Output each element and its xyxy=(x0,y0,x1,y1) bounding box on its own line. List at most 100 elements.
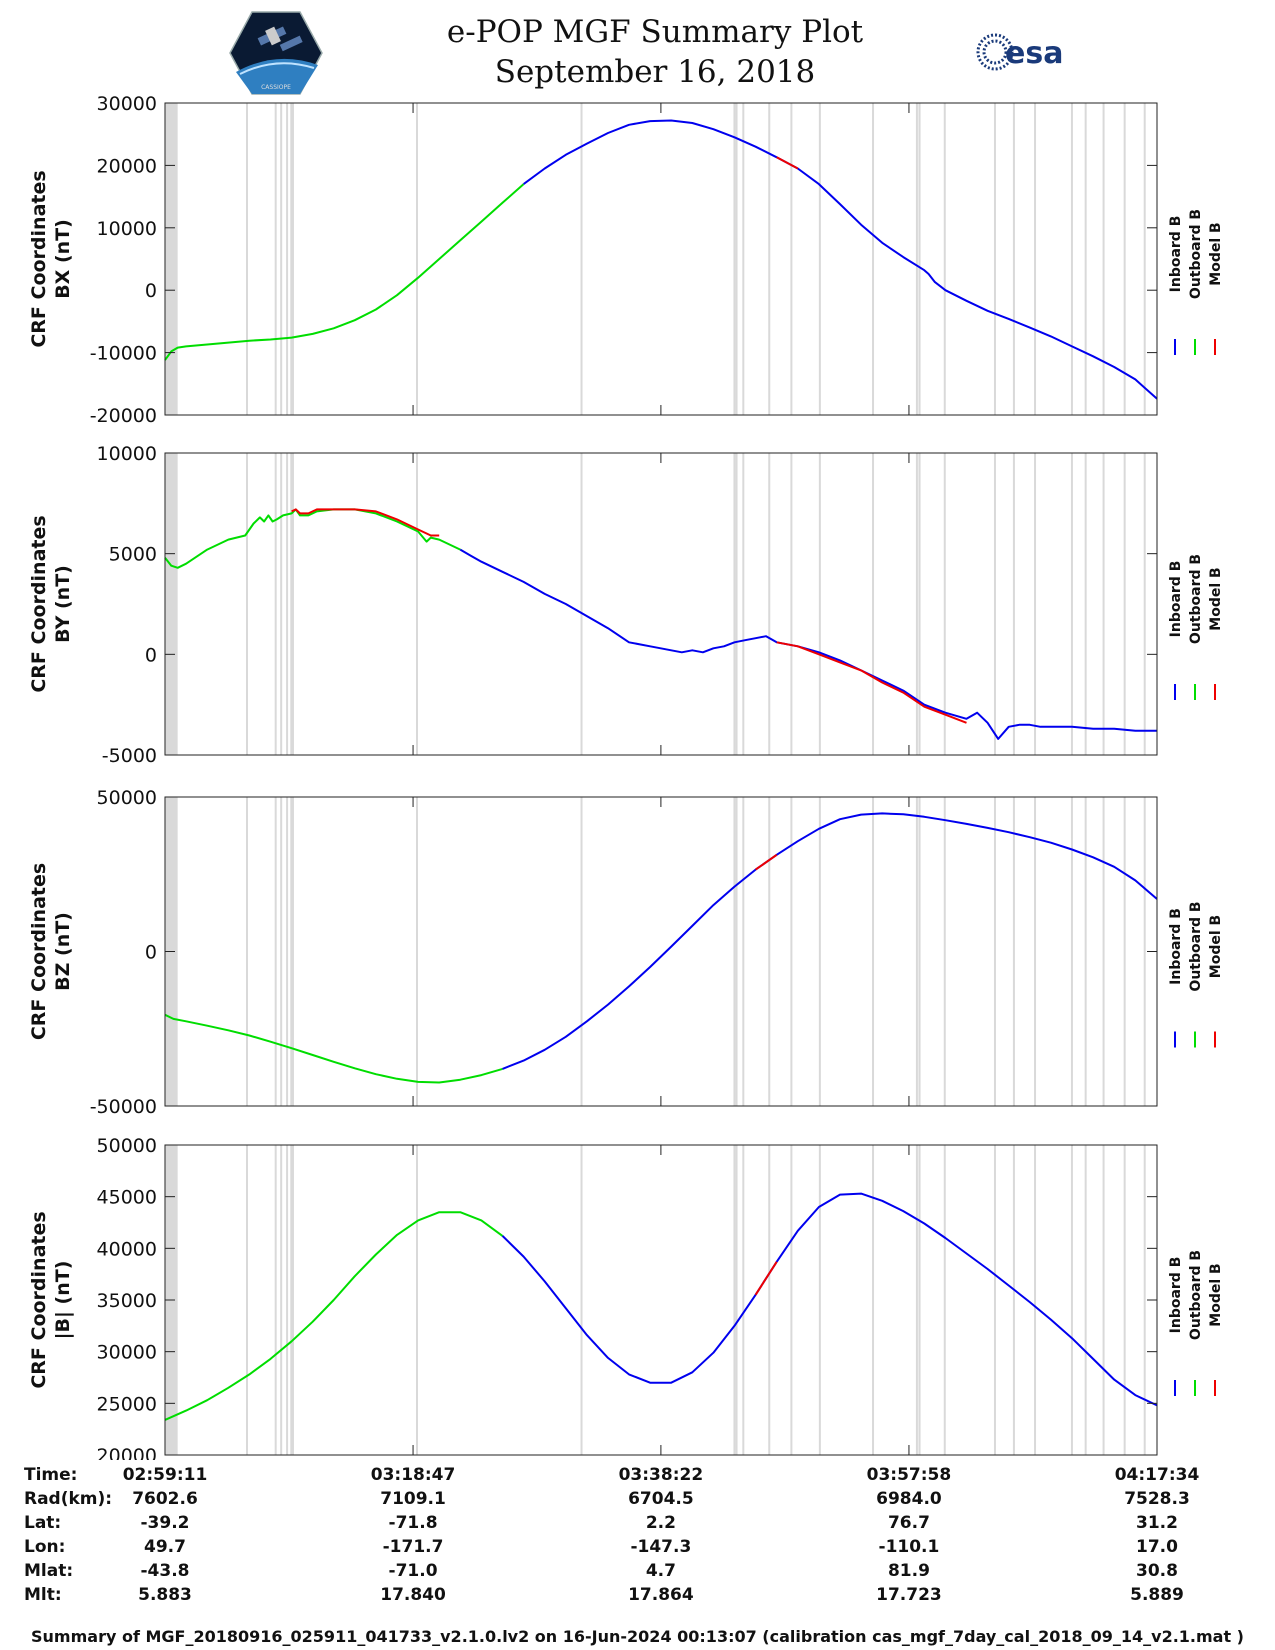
y-tick-label: 10000 xyxy=(97,443,157,465)
data-gap-band xyxy=(768,797,771,1106)
ephemeris-table: Time: 02:59:11 03:18:47 03:38:22 03:57:58 04:… xyxy=(0,1465,1275,1615)
data-gap-band xyxy=(1012,103,1015,415)
data-gap-band xyxy=(733,103,736,415)
series-line-model-b xyxy=(755,853,778,871)
data-gap-band xyxy=(735,103,738,415)
data-gap-band xyxy=(416,1145,419,1455)
data-gap-band xyxy=(768,103,771,415)
y-tick-label: 20000 xyxy=(97,155,157,177)
ephemeris-value: 17.0 xyxy=(1136,1537,1178,1557)
y-axis-label-line: |B| (nT) xyxy=(52,1261,74,1340)
plot-date: September 16, 2018 xyxy=(494,54,816,90)
data-gap-band xyxy=(1123,797,1126,1106)
panel-1: 30000 20000 10000 0 -10000 -20000 CRF Coordina… xyxy=(28,93,1224,427)
epop-logo-text: CASSIOPE xyxy=(261,84,291,91)
data-gap-band xyxy=(165,453,178,755)
data-gap-band xyxy=(1034,453,1037,755)
series-line-inboard-b xyxy=(459,548,1157,740)
data-gap-band xyxy=(1070,103,1073,415)
data-gap-band xyxy=(286,453,289,755)
data-gap-band xyxy=(872,797,875,1106)
y-tick-label: 40000 xyxy=(97,1238,157,1260)
epop-mission-logo: CASSIOPE xyxy=(229,11,323,95)
ephemeris-row-label: Lon: xyxy=(24,1537,66,1557)
legend-label: Model B xyxy=(1208,1263,1224,1326)
legend-label: Model B xyxy=(1208,915,1224,978)
y-tick-label: -5000 xyxy=(102,745,157,767)
data-gap-band xyxy=(1102,1145,1105,1455)
ephemeris-row: Lat: -39.2 -71.8 2.2 76.7 31.2 xyxy=(0,1513,1275,1537)
series-line-outboard-b xyxy=(164,508,461,569)
data-gap-band xyxy=(1102,453,1105,755)
data-gap-band xyxy=(915,797,918,1106)
data-gap-band xyxy=(416,103,419,415)
data-gap-band xyxy=(291,797,294,1106)
data-gap-band xyxy=(245,1145,248,1455)
y-tick-label: 10000 xyxy=(97,218,157,240)
data-gap-band xyxy=(818,453,821,755)
data-gap-band xyxy=(1143,1145,1146,1455)
y-axis-label: CRF Coordinates BZ (nT) xyxy=(28,863,74,1040)
ephemeris-value: 03:38:22 xyxy=(618,1465,704,1485)
data-gap-band xyxy=(918,103,921,415)
y-axis-label: CRF Coordinates BY (nT) xyxy=(28,515,74,692)
ephemeris-value: 76.7 xyxy=(887,1513,930,1533)
y-tick-label: 0 xyxy=(145,644,157,666)
data-gap-band xyxy=(943,797,946,1106)
data-gap-band xyxy=(1084,453,1087,755)
data-gap-band xyxy=(580,103,583,415)
legend-label: Inboard B xyxy=(1168,216,1184,293)
esa-logo-text: esa xyxy=(1005,36,1063,71)
series-line-outboard-b xyxy=(164,1211,504,1421)
data-gap-band xyxy=(943,453,946,755)
data-gap-band xyxy=(768,453,771,755)
legend-label: Outboard B xyxy=(1188,554,1204,644)
data-gap-band xyxy=(915,1145,918,1455)
data-gap-band xyxy=(245,453,248,755)
ephemeris-row: Mlt: 5.883 17.840 17.864 17.723 5.889 xyxy=(0,1585,1275,1609)
y-axis-label-line: BX (nT) xyxy=(52,219,74,299)
data-gap-band xyxy=(274,797,277,1106)
data-gap-band xyxy=(1123,453,1126,755)
data-gap-band xyxy=(1012,1145,1015,1455)
ephemeris-row: Rad(km): 7602.6 7109.1 6704.5 6984.0 7528.3 xyxy=(0,1489,1275,1513)
y-tick-label: 25000 xyxy=(97,1393,157,1415)
data-gap-band xyxy=(1084,103,1087,415)
ephemeris-value: 6984.0 xyxy=(876,1489,942,1509)
legend-label: Outboard B xyxy=(1188,209,1204,299)
y-axis-label: CRF Coordinates |B| (nT) xyxy=(28,1211,74,1388)
data-gap-band xyxy=(872,103,875,415)
ephemeris-value: 17.723 xyxy=(876,1585,942,1605)
data-gap-band xyxy=(1123,1145,1126,1455)
data-gap-band xyxy=(165,103,178,415)
legend-label: Model B xyxy=(1208,222,1224,285)
legend-label: Inboard B xyxy=(1168,561,1184,638)
data-gap-band xyxy=(733,1145,736,1455)
data-gap-band xyxy=(993,797,996,1106)
data-gap-band xyxy=(1034,797,1037,1106)
data-gap-band xyxy=(245,797,248,1106)
mgf-charts: 30000 20000 10000 0 -10000 -20000 CRF Coordina… xyxy=(28,93,1224,1460)
ephemeris-value: 30.8 xyxy=(1136,1561,1178,1581)
ephemeris-row: Lon: 49.7 -171.7 -147.3 -110.1 17.0 xyxy=(0,1537,1275,1561)
data-gap-band xyxy=(818,1145,821,1455)
data-gap-band xyxy=(915,453,918,755)
series-line-outboard-b xyxy=(164,1013,503,1084)
data-gap-band xyxy=(1084,797,1087,1106)
data-gap-band xyxy=(286,103,289,415)
data-gap-band xyxy=(286,1145,289,1455)
legend-label: Inboard B xyxy=(1168,1257,1184,1334)
data-gap-band xyxy=(274,103,277,415)
data-gap-band xyxy=(280,1145,283,1455)
data-gap-band xyxy=(918,453,921,755)
data-gap-band xyxy=(1070,453,1073,755)
data-gap-band xyxy=(790,797,793,1106)
data-gap-band xyxy=(790,1145,793,1455)
data-gap-band xyxy=(1034,103,1037,415)
series-line-outboard-b xyxy=(164,183,525,361)
ephemeris-value: 81.9 xyxy=(887,1561,930,1581)
plot-frame xyxy=(164,1144,1158,1456)
data-gap-band xyxy=(918,797,921,1106)
data-gap-band xyxy=(290,453,293,755)
data-gap-band xyxy=(1070,797,1073,1106)
